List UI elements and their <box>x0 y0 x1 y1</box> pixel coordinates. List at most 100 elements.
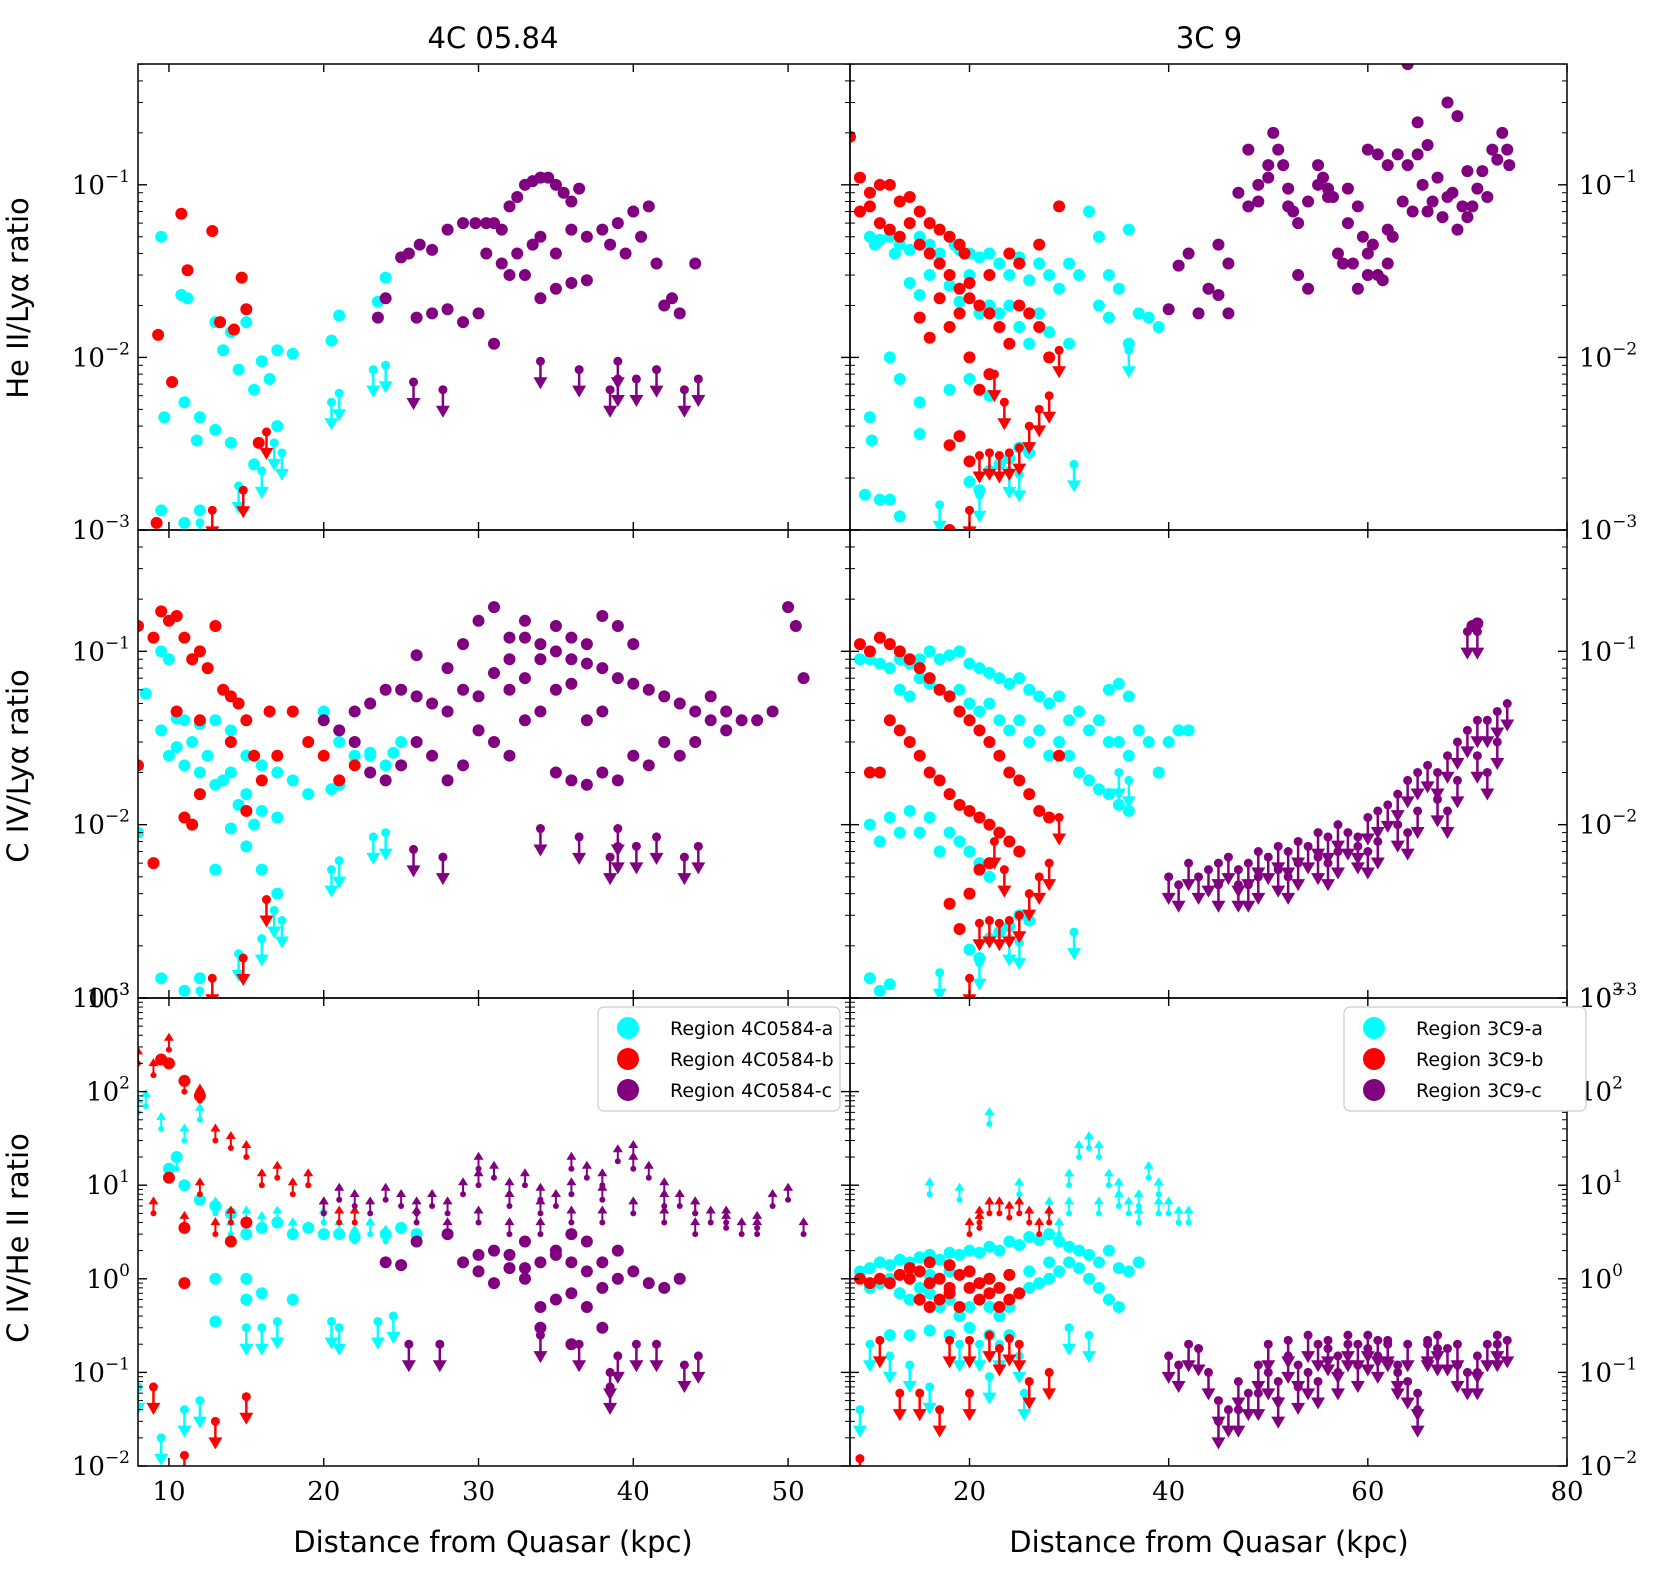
data-point <box>893 826 906 839</box>
data-point <box>224 436 237 449</box>
data-point <box>286 1228 299 1241</box>
data-point <box>1451 110 1464 123</box>
legend-entry: Region 4C0584-c <box>670 1080 832 1102</box>
y-tick-label: 10−1 <box>72 1354 130 1388</box>
upper-limit-marker <box>992 918 1007 952</box>
lower-limit-marker <box>225 1130 236 1151</box>
lower-limit-marker <box>1133 1205 1144 1226</box>
data-point <box>973 724 986 737</box>
legend-entry: Region 3C9-b <box>1416 1049 1543 1071</box>
lower-limit-marker <box>1014 1196 1025 1217</box>
data-point <box>943 690 956 703</box>
data-point <box>1441 96 1454 109</box>
data-point <box>534 292 547 305</box>
data-point <box>933 223 946 236</box>
data-point <box>1132 724 1145 737</box>
upper-limit-marker <box>1370 1351 1385 1384</box>
data-point <box>766 705 779 718</box>
data-point <box>441 1228 454 1241</box>
upper-limit-marker <box>1480 1339 1495 1373</box>
lower-limit-marker <box>581 1160 592 1181</box>
lower-limit-marker <box>1143 1160 1154 1181</box>
data-point <box>193 972 206 985</box>
lower-limit-marker <box>974 1210 985 1231</box>
data-point <box>255 759 268 772</box>
data-point <box>457 683 470 696</box>
series-region-4c0584-c <box>371 171 706 418</box>
data-point <box>953 683 966 696</box>
data-point <box>704 714 717 727</box>
x-tick-label: 40 <box>617 1477 650 1507</box>
data-point <box>457 1256 470 1269</box>
y-tick-label: 100 <box>1579 1261 1623 1295</box>
upper-limit-marker <box>962 1335 977 1369</box>
data-point <box>611 672 624 685</box>
data-point <box>1486 143 1499 156</box>
data-point <box>903 653 916 666</box>
data-point <box>1336 257 1349 270</box>
upper-limit-marker <box>1111 767 1126 801</box>
data-point <box>1361 143 1374 156</box>
data-point <box>913 396 926 409</box>
panel-p2: 10−3 10−2 10−1 <box>849 63 1637 546</box>
upper-limit-marker <box>236 953 251 987</box>
data-point <box>883 811 896 824</box>
data-point <box>934 1019 946 1031</box>
data-point <box>943 321 956 334</box>
series-region-4c0584-c <box>318 1140 809 1415</box>
upper-limit-marker <box>1121 775 1136 809</box>
data-point <box>983 735 996 748</box>
data-point <box>395 1259 408 1272</box>
upper-limit-marker <box>1440 1344 1455 1377</box>
lower-limit-marker <box>924 1177 935 1198</box>
data-point <box>689 705 702 718</box>
y-tick-label: 10−2 <box>72 1448 130 1482</box>
data-point <box>635 230 648 243</box>
data-point <box>152 328 165 341</box>
data-point <box>611 217 624 230</box>
data-point <box>240 840 253 853</box>
data-point <box>255 1287 268 1300</box>
data-point <box>565 1287 578 1300</box>
lower-limit-marker <box>334 1205 345 1226</box>
data-point <box>175 207 188 220</box>
lower-limit-marker <box>628 1196 639 1217</box>
upper-limit-marker <box>259 895 274 928</box>
data-point <box>923 645 936 658</box>
data-point <box>1053 282 1066 295</box>
upper-limit-marker <box>1261 852 1276 886</box>
y-ticks-p2: 10−3 10−2 10−1 <box>850 63 1637 546</box>
data-point <box>170 1151 183 1164</box>
data-point <box>488 337 500 350</box>
data-point <box>1083 1272 1095 1285</box>
lower-limit-marker <box>241 1140 252 1161</box>
data-point <box>1033 307 1046 320</box>
y-tick-label: 10−1 <box>1579 167 1637 201</box>
data-point <box>162 1057 175 1070</box>
data-point <box>913 749 926 762</box>
data-point <box>903 1272 916 1285</box>
panel-frame <box>137 63 851 531</box>
data-point <box>953 923 966 936</box>
upper-limit-marker <box>1231 1376 1246 1410</box>
upper-limit-marker <box>629 841 644 875</box>
upper-limit-marker <box>972 451 987 484</box>
data-point <box>1172 724 1185 737</box>
data-point <box>364 766 377 779</box>
data-point <box>782 601 795 614</box>
data-point <box>604 238 617 251</box>
data-point <box>1456 200 1469 213</box>
data-point <box>1033 1233 1046 1246</box>
data-point <box>873 233 886 246</box>
lower-limit-marker <box>984 1196 995 1217</box>
upper-limit-marker <box>1430 1344 1445 1377</box>
data-point <box>214 316 227 329</box>
upper-limit-marker <box>691 1351 706 1384</box>
data-point <box>873 493 886 506</box>
data-point <box>518 672 531 685</box>
data-point <box>596 1321 609 1334</box>
upper-limit-marker <box>386 1311 401 1345</box>
data-point <box>983 269 996 282</box>
data-point <box>457 638 470 651</box>
